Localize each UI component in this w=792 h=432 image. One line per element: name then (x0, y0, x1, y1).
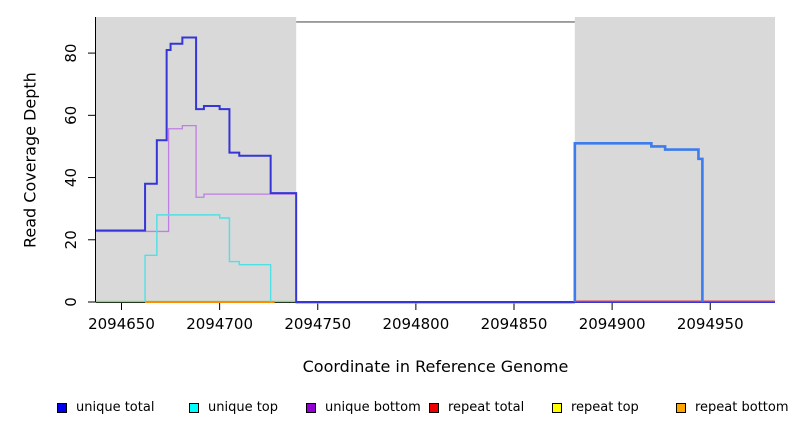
shaded-region-2 (574, 17, 775, 302)
x-axis-title: Coordinate in Reference Genome (302, 357, 569, 376)
x-tick-label: 2094650 (88, 315, 155, 333)
x-tick-label: 2094950 (677, 315, 744, 333)
unique-top-line (144, 214, 272, 302)
y-tick-label: 20 (62, 230, 80, 249)
y-tick-label: 0 (62, 297, 80, 307)
x-tick-label: 2094800 (382, 315, 449, 333)
unique-total-right-line (573, 142, 704, 302)
y-tick-label: 80 (62, 44, 80, 63)
x-tick-label: 2094750 (284, 315, 351, 333)
x-tick-label: 2094700 (186, 315, 253, 333)
y-tick-label: 40 (62, 168, 80, 187)
x-tick-label: 2094850 (481, 315, 548, 333)
y-axis-title: Read Coverage Depth (20, 72, 40, 248)
x-tick-label: 2094900 (579, 315, 646, 333)
unique-total-line (96, 36, 775, 303)
y-tick-label: 60 (62, 106, 80, 125)
